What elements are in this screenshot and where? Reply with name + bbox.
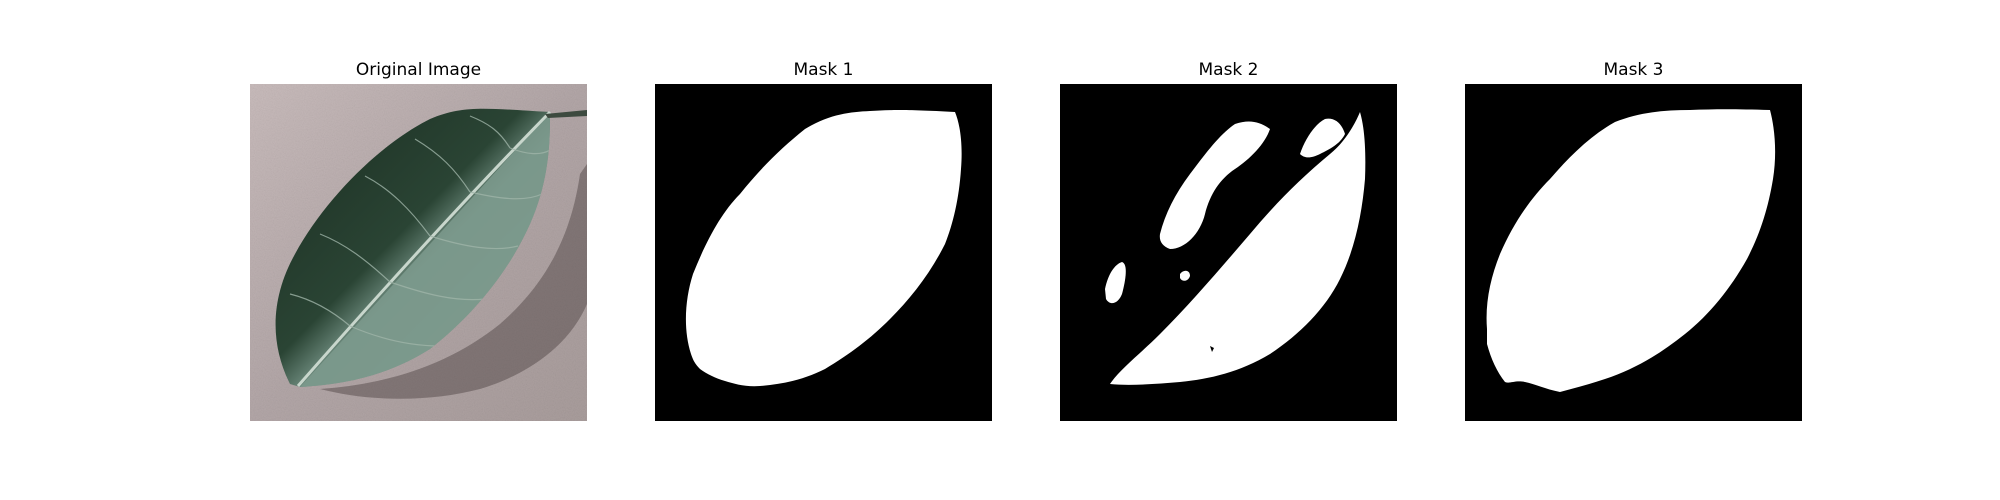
panel-title: Mask 2	[1198, 60, 1259, 80]
mask-foreground	[1486, 109, 1776, 392]
panel-mask-2: Mask 2	[1060, 56, 1397, 421]
panel-title: Mask 3	[1603, 60, 1664, 80]
leaf-shape	[275, 108, 550, 387]
mask-foreground	[1105, 112, 1366, 385]
leaf-veins	[289, 115, 550, 347]
panel-original-image: Original Image	[250, 56, 587, 421]
panel-title: Mask 1	[793, 60, 854, 80]
leaf-photo	[250, 84, 587, 421]
leaf-stem	[545, 110, 587, 118]
mask-3-image	[1465, 84, 1802, 421]
mask-2-image	[1060, 84, 1397, 421]
panel-mask-1: Mask 1	[655, 56, 992, 421]
panel-title: Original Image	[355, 60, 482, 80]
leaf-shadow	[320, 164, 587, 399]
mask-foreground	[685, 110, 962, 387]
panel-mask-3: Mask 3	[1465, 56, 1802, 421]
mask-1-image	[655, 84, 992, 421]
mask-holes	[1210, 182, 1288, 352]
